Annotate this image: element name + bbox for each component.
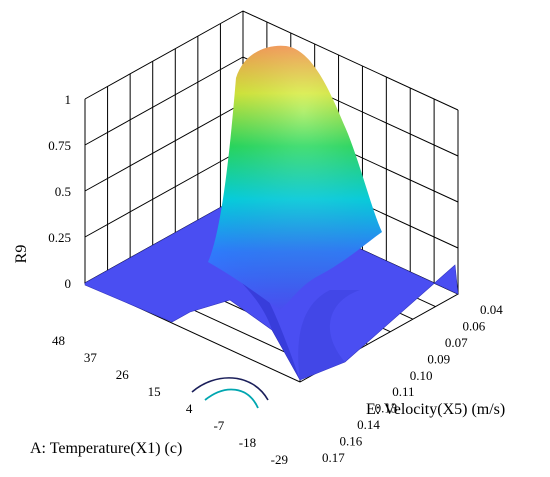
y-tick-label: 0.07	[445, 335, 468, 350]
y-tick-label: 0.04	[480, 302, 503, 317]
x-tick-label: 37	[84, 350, 98, 365]
y-tick-label: 0.16	[340, 434, 363, 449]
z-tick-label: 0.5	[55, 184, 71, 199]
y-tick-label: 0.11	[392, 384, 414, 399]
surface-valley	[298, 290, 360, 380]
contour-line	[204, 388, 259, 409]
y-axis-title: E: Velocity(X5) (m/s)	[366, 401, 505, 418]
x-tick-label: -7	[213, 418, 224, 433]
surface	[84, 45, 459, 409]
y-tick-label: 0.17	[322, 450, 345, 465]
grid-line	[84, 10, 459, 111]
z-tick-label: 0.25	[48, 230, 71, 245]
x-tick-label: 15	[148, 384, 161, 399]
z-tick-label: 0	[65, 276, 72, 291]
x-axis-title: A: Temperature(X1) (c)	[30, 440, 182, 457]
y-tick-label: 0.09	[427, 351, 450, 366]
x-tick-label: 26	[116, 367, 130, 382]
x-tick-label: -18	[239, 435, 256, 450]
z-axis-title: R9	[13, 245, 30, 264]
surface-peak-highlight	[208, 45, 382, 311]
y-tick-label: 0.13	[375, 401, 398, 416]
x-tick-label: 48	[52, 333, 65, 348]
contour-line	[191, 377, 269, 401]
z-tick-label: 1	[65, 92, 72, 107]
x-tick-label: 4	[186, 401, 193, 416]
z-tick-label: 0.75	[48, 138, 71, 153]
y-tick-label: 0.06	[462, 318, 485, 333]
y-tick-label: 0.10	[410, 368, 433, 383]
y-tick-label: 0.14	[357, 417, 380, 432]
x-tick-label: -29	[271, 452, 288, 467]
ticks: 1 0.75 0.5 0.25 0 48 37 26 15 4 -7 -18 -29 0.040.06 0.…	[48, 92, 503, 467]
grid-line	[84, 56, 459, 157]
